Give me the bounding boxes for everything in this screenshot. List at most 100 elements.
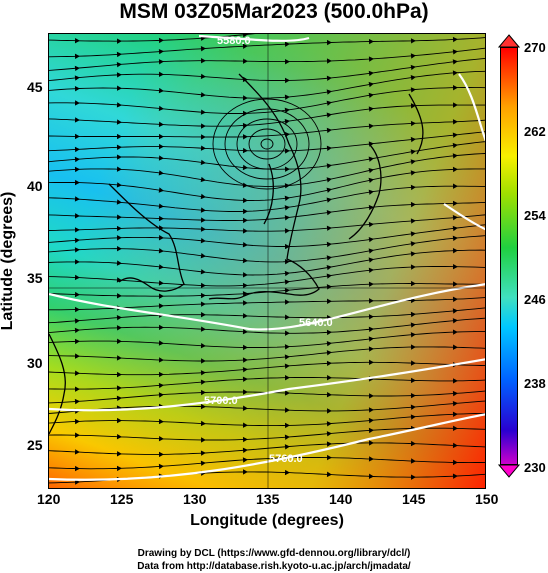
streamline-arrow bbox=[242, 43, 248, 49]
streamline-arrow bbox=[410, 53, 416, 59]
streamline-arrow bbox=[200, 238, 206, 244]
streamline-arrow bbox=[410, 218, 416, 224]
streamline-arrow bbox=[242, 457, 248, 463]
streamline-arrow bbox=[158, 155, 164, 161]
streamline-arrow bbox=[452, 263, 458, 270]
streamline-arrow bbox=[368, 257, 374, 263]
streamline-arrow bbox=[410, 377, 416, 384]
cyclonic-eddy bbox=[212, 98, 322, 190]
streamline-arrow bbox=[116, 293, 122, 299]
streamline-arrow bbox=[410, 136, 416, 143]
streamline-arrow bbox=[452, 411, 458, 417]
streamline-arrow bbox=[452, 400, 458, 407]
streamline-arrow bbox=[368, 281, 374, 287]
streamline-arrow bbox=[158, 248, 164, 254]
streamline-arrow bbox=[242, 134, 248, 140]
streamline-arrow bbox=[200, 193, 206, 200]
streamline-arrow bbox=[200, 109, 206, 115]
streamline-arrow bbox=[452, 132, 458, 138]
streamline-arrow bbox=[159, 133, 164, 140]
streamline-arrow bbox=[74, 479, 80, 485]
streamline-arrow bbox=[116, 119, 122, 125]
streamline-arrow bbox=[453, 102, 458, 108]
streamline-arrow bbox=[285, 77, 290, 84]
streamline-arrow bbox=[242, 422, 248, 428]
streamline-arrow bbox=[410, 344, 416, 350]
streamline-arrow bbox=[200, 370, 206, 376]
streamline-arrow bbox=[158, 170, 164, 176]
streamline-arrow bbox=[200, 159, 206, 166]
streamline-arrow bbox=[116, 338, 122, 344]
streamline-arrow bbox=[75, 133, 80, 140]
colorbar-tick-254: 254 bbox=[524, 208, 546, 223]
x-tick-145: 145 bbox=[402, 491, 426, 507]
streamline-arrow bbox=[452, 442, 458, 449]
streamline-arrow bbox=[368, 417, 374, 424]
streamline-arrow bbox=[326, 58, 332, 64]
streamline-arrow bbox=[158, 264, 164, 270]
colorbar-tick-238: 238 bbox=[524, 376, 546, 391]
streamline-arrow bbox=[74, 353, 80, 359]
cyclonic-eddy bbox=[248, 128, 286, 160]
streamline-arrow bbox=[410, 414, 416, 420]
warm-region-shading bbox=[49, 34, 485, 488]
streamline-arrow bbox=[242, 58, 248, 64]
y-tick-25: 25 bbox=[27, 437, 43, 453]
streamline-arrow bbox=[158, 392, 164, 398]
streamline-arrow bbox=[452, 200, 458, 207]
streamline-arrow bbox=[200, 450, 206, 456]
streamline-arrow bbox=[116, 315, 122, 321]
streamline-arrow bbox=[201, 134, 206, 140]
streamline-arrow bbox=[200, 460, 206, 466]
streamline-arrow bbox=[452, 215, 458, 221]
streamline-arrow bbox=[452, 235, 458, 242]
streamline-arrow bbox=[242, 282, 248, 289]
streamline-arrow bbox=[116, 214, 122, 220]
streamline-arrow bbox=[74, 213, 80, 219]
x-axis-label: Longitude (degrees) bbox=[190, 512, 344, 529]
streamline-arrow bbox=[242, 405, 248, 411]
streamline-arrow bbox=[369, 393, 374, 399]
streamline-arrow bbox=[368, 177, 374, 184]
streamline-arrow bbox=[242, 447, 248, 453]
streamline-arrow bbox=[452, 390, 458, 397]
streamline-arrow bbox=[74, 237, 80, 244]
streamline-arrow bbox=[158, 340, 164, 346]
streamline-arrow bbox=[368, 167, 374, 174]
streamline-arrow bbox=[368, 221, 374, 228]
streamline-arrow bbox=[452, 166, 458, 173]
streamline-arrow bbox=[452, 59, 458, 65]
streamline-arrow bbox=[242, 217, 248, 224]
streamline-arrow bbox=[74, 318, 80, 324]
streamline-arrow bbox=[242, 357, 248, 363]
streamline-arrow bbox=[326, 197, 332, 203]
y-tick-40: 40 bbox=[27, 178, 43, 194]
streamline bbox=[49, 34, 256, 42]
streamline-arrow bbox=[158, 203, 164, 209]
streamline-arrow bbox=[74, 418, 80, 425]
streamline-arrow bbox=[284, 354, 290, 360]
streamline-arrow bbox=[242, 344, 248, 351]
streamline-arrow bbox=[284, 390, 290, 396]
streamline-arrow bbox=[116, 395, 122, 402]
streamline-arrow bbox=[452, 142, 458, 149]
streamline-arrow bbox=[201, 358, 206, 364]
streamline-arrow bbox=[201, 437, 206, 443]
streamline-arrow bbox=[242, 313, 248, 319]
streamline-arrow bbox=[200, 92, 206, 98]
streamline-arrow bbox=[158, 463, 164, 470]
streamline-arrow bbox=[284, 314, 290, 320]
y-axis-label: Latitude (degrees) bbox=[0, 191, 16, 331]
colorbar-tick-262: 262 bbox=[524, 124, 546, 139]
streamline-arrow bbox=[75, 259, 80, 265]
streamline-arrow bbox=[200, 269, 206, 275]
streamline-arrow bbox=[369, 298, 374, 304]
streamline-arrow bbox=[410, 311, 416, 318]
streamline-arrow bbox=[285, 58, 290, 65]
streamline-arrow bbox=[284, 195, 290, 201]
streamline-arrow bbox=[74, 227, 80, 233]
streamline-arrow bbox=[116, 85, 122, 91]
cyclonic-eddy bbox=[260, 138, 274, 150]
streamline-arrow bbox=[200, 301, 206, 307]
streamline-arrow bbox=[284, 469, 290, 476]
